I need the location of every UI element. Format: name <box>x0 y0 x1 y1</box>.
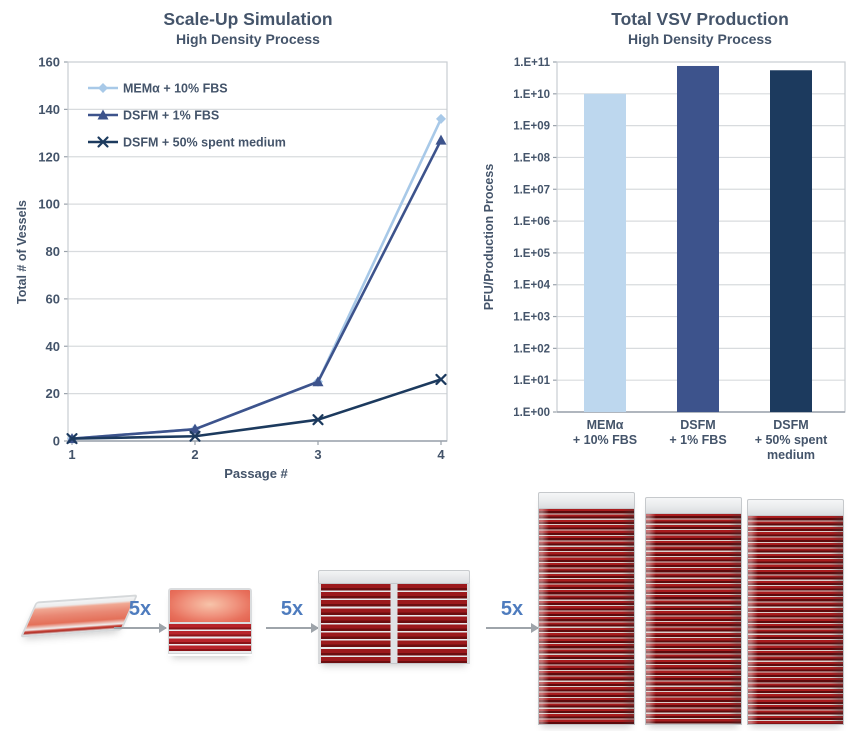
multiply-step-1: 5x <box>114 598 167 633</box>
stack-lid <box>318 570 470 583</box>
y-tick-label: 80 <box>46 244 60 259</box>
tower-lid <box>747 499 844 516</box>
category-label: MEMα <box>587 418 624 432</box>
legend-label: MEMα + 10% FBS <box>123 82 228 96</box>
ten-layer-double-stack-image <box>318 570 470 664</box>
tower-layers <box>747 516 844 725</box>
stack-layers <box>318 583 470 664</box>
x-marker <box>66 433 78 445</box>
forty-layer-tower-image <box>538 492 635 725</box>
triangle-marker <box>312 376 324 387</box>
y-tick-label: 1.E+02 <box>513 343 550 355</box>
left-chart-subtitle: High Density Process <box>176 31 320 47</box>
y-tick-label: 0 <box>53 434 60 449</box>
series-line-x <box>71 378 442 440</box>
y-tick-label: 1.E+03 <box>513 312 550 324</box>
x-tick-label: 1 <box>68 447 75 462</box>
y-tick-label: 1.E+07 <box>513 184 550 196</box>
triangle-marker <box>97 109 109 120</box>
y-tick-label: 1.E+09 <box>513 121 550 133</box>
y-tick-label: 1.E+04 <box>513 280 550 292</box>
category-label: + 50% spent <box>755 433 828 447</box>
multiplier-label: 5x <box>280 598 304 620</box>
category-label: DSFM <box>773 418 808 432</box>
scale-up-line-chart: 0 20 40 60 80 100 120 140 160 1 2 3 4 MEMα + 10% FBS D… <box>38 55 448 462</box>
tower-lid <box>538 492 635 509</box>
triangle-marker <box>435 134 447 145</box>
multiplier-label: 5x <box>128 598 152 620</box>
right-arrow-icon <box>486 623 539 633</box>
stack-layers <box>168 624 252 654</box>
multiply-step-2: 5x <box>266 598 319 633</box>
legend-label: DSFM + 50% spent medium <box>123 136 286 150</box>
tower-layers <box>645 514 742 725</box>
x-marker <box>189 430 201 442</box>
bar <box>584 93 626 413</box>
legend-label: DSFM + 1% FBS <box>123 109 219 123</box>
series-line-diamond <box>71 118 443 440</box>
y-tick-label: 20 <box>46 386 60 401</box>
left-chart-x-axis-title: Passage # <box>224 466 288 481</box>
category-label: + 10% FBS <box>573 433 637 447</box>
category-label: DSFM <box>680 418 715 432</box>
y-tick-label: 120 <box>38 149 60 164</box>
y-tick-label: 1.E+01 <box>513 375 550 387</box>
y-tick-label: 1.E+06 <box>513 216 550 228</box>
category-label: + 1% FBS <box>669 433 726 447</box>
y-tick-label: 1.E+11 <box>514 57 551 69</box>
y-tick-label: 140 <box>38 102 60 117</box>
left-chart-title: Scale-Up Simulation <box>163 9 332 29</box>
right-arrow-icon <box>114 623 167 633</box>
diamond-marker <box>436 113 446 124</box>
y-tick-label: 1.E+08 <box>513 152 550 164</box>
forty-layer-tower-image <box>645 497 742 725</box>
category-label: medium <box>767 448 815 462</box>
y-tick-label: 160 <box>38 55 60 70</box>
y-tick-label: 1.E+10 <box>513 89 550 101</box>
y-tick-label: 100 <box>38 197 60 212</box>
y-tick-label: 60 <box>46 291 60 306</box>
x-marker <box>435 373 447 386</box>
five-layer-stack-image <box>168 588 252 656</box>
tower-lid <box>645 497 742 514</box>
x-marker <box>97 136 109 148</box>
bar <box>770 70 812 413</box>
x-tick-label: 4 <box>437 447 445 462</box>
x-tick-label: 2 <box>191 447 198 462</box>
series-line-triangle <box>71 139 443 440</box>
diamond-marker <box>98 83 108 93</box>
stack-lid <box>168 588 252 624</box>
multiply-step-3: 5x <box>486 598 539 633</box>
y-tick-label: 40 <box>46 339 60 354</box>
right-chart-title: Total VSV Production <box>611 9 789 29</box>
x-marker <box>312 414 324 426</box>
right-arrow-icon <box>266 623 319 633</box>
bar <box>677 65 719 412</box>
forty-layer-tower-image <box>747 499 844 725</box>
triangle-marker <box>189 423 201 434</box>
charts-figure: Scale-Up Simulation High Density Process… <box>15 9 846 481</box>
y-tick-label: 1.E+05 <box>513 248 550 260</box>
vsv-production-bar-chart: 1.E+00 1.E+01 1.E+02 1.E+03 1.E+04 1.E+05 1.E+… <box>513 57 846 462</box>
y-tick-label: 1.E+00 <box>513 407 550 419</box>
x-tick-label: 3 <box>314 447 321 462</box>
right-chart-subtitle: High Density Process <box>628 31 772 47</box>
right-chart-y-axis-title: PFU/Production Process <box>482 164 496 311</box>
multiplier-label: 5x <box>500 598 524 620</box>
left-chart-y-axis-title: Total # of Vessels <box>15 200 29 304</box>
tower-layers <box>538 509 635 725</box>
